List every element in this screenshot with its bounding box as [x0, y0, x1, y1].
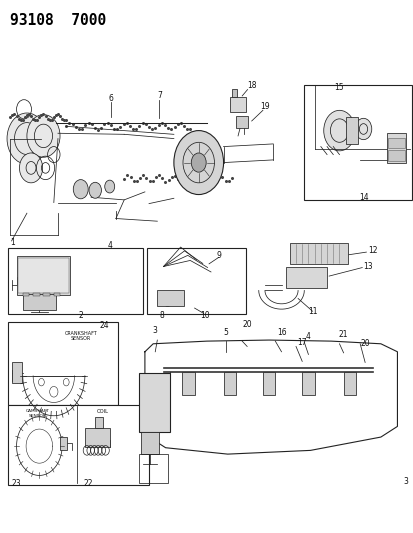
Bar [235, 116, 248, 128]
Text: 1: 1 [10, 238, 15, 247]
Circle shape [36, 280, 42, 288]
Circle shape [19, 153, 43, 183]
Text: 2: 2 [78, 311, 83, 320]
Text: 24: 24 [100, 321, 109, 329]
Bar [138, 454, 167, 483]
Circle shape [163, 296, 171, 306]
Text: COIL: COIL [97, 409, 108, 414]
Text: 13: 13 [363, 262, 372, 271]
Circle shape [63, 378, 69, 386]
Text: SENSOR: SENSOR [71, 336, 90, 341]
Bar [157, 290, 184, 306]
Circle shape [38, 378, 44, 386]
Bar [54, 293, 60, 296]
Bar [23, 293, 29, 296]
Circle shape [191, 153, 206, 172]
Text: 7: 7 [157, 92, 161, 100]
Bar [8, 248, 142, 314]
Text: 8: 8 [159, 311, 164, 320]
Circle shape [104, 180, 114, 193]
Text: 17: 17 [297, 338, 306, 346]
Bar [387, 138, 404, 148]
Text: 93108  7000: 93108 7000 [10, 13, 106, 28]
Text: 23: 23 [12, 480, 21, 488]
Text: 10: 10 [199, 311, 209, 320]
Bar [387, 150, 404, 161]
Circle shape [7, 113, 47, 164]
Text: 3: 3 [402, 478, 407, 486]
Bar [85, 428, 109, 447]
Text: 16: 16 [276, 328, 286, 337]
Bar [33, 293, 40, 296]
Bar [147, 248, 246, 314]
Bar [289, 243, 347, 264]
Bar [60, 437, 67, 450]
Circle shape [323, 110, 354, 151]
Text: 6: 6 [108, 94, 113, 103]
Bar [17, 256, 70, 295]
Text: SENSOR: SENSOR [29, 414, 47, 418]
Text: 20: 20 [242, 320, 252, 328]
Bar [182, 372, 194, 395]
Bar [229, 97, 246, 112]
Text: 4: 4 [107, 241, 112, 249]
Bar [343, 372, 355, 395]
Bar [138, 373, 169, 432]
Text: 21: 21 [338, 330, 347, 339]
Text: 15: 15 [334, 84, 344, 92]
Text: 22: 22 [83, 480, 92, 488]
Circle shape [50, 386, 58, 397]
Bar [12, 362, 21, 383]
Bar [262, 372, 275, 395]
Text: 4: 4 [305, 333, 310, 341]
Bar [345, 117, 357, 144]
Circle shape [173, 131, 223, 195]
Circle shape [73, 180, 88, 199]
Text: 11: 11 [307, 308, 316, 316]
Text: 9: 9 [216, 252, 221, 260]
Circle shape [14, 123, 39, 155]
Text: 14: 14 [358, 193, 368, 201]
Circle shape [141, 385, 167, 419]
Bar [285, 266, 326, 288]
Bar [23, 294, 56, 310]
Bar [95, 417, 102, 428]
Text: CRANKSHAFT: CRANKSHAFT [64, 330, 97, 336]
Circle shape [24, 280, 30, 288]
Circle shape [330, 119, 348, 142]
Circle shape [27, 115, 60, 157]
Text: 12: 12 [368, 246, 377, 255]
Bar [301, 372, 314, 395]
Bar [140, 432, 159, 454]
Bar [304, 85, 411, 200]
Bar [8, 322, 118, 405]
Bar [386, 133, 405, 163]
Text: 19: 19 [259, 102, 269, 111]
Bar [223, 372, 235, 395]
Circle shape [89, 182, 101, 198]
Bar [8, 405, 149, 485]
Text: 18: 18 [247, 81, 256, 90]
Circle shape [354, 118, 371, 140]
Bar [43, 293, 50, 296]
Text: 20: 20 [359, 339, 369, 348]
Bar [18, 258, 69, 293]
Bar [231, 89, 236, 97]
Circle shape [49, 280, 55, 288]
Text: CAMSHAFT: CAMSHAFT [26, 409, 50, 414]
Text: 5: 5 [223, 328, 228, 337]
Text: 3: 3 [152, 326, 157, 335]
